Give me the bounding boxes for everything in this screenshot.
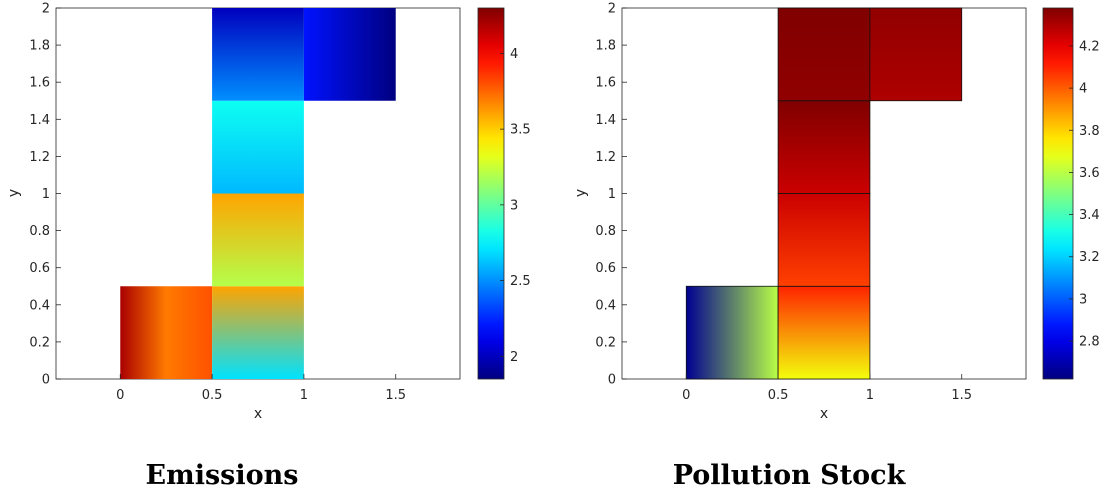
pollution-stock-colorbar-ticks: 2.8 3 3.2 3.4 3.6 3.8 4 4.2 [1069,39,1100,350]
pollution-stock-region [777,285,871,380]
pollution-stock-region [869,7,963,102]
pollution-stock-panel: 0 0.2 0.4 0.6 0.8 1 1.2 1.4 1.6 1.8 2 0 0.5 1 1.5 x y… [573,2,1100,492]
emissions-x-ticks: 0 0.5 1 1.5 [116,374,406,403]
emissions-regions [120,8,396,379]
emissions-x-tick-label: 0 [116,388,124,403]
pollution-stock-y-ticks: 0 0.2 0.4 0.6 0.8 1 1.2 1.4 1.6 1.8 2 [595,2,627,388]
pollution-stock-x-tick-label: 0 [682,388,690,403]
pollution-stock-colorbar-tick-label: 3.4 [1079,208,1100,223]
emissions-region [212,100,304,194]
pollution-stock-y-tick-label: 0.2 [595,335,616,350]
emissions-x-tick-label: 0.5 [202,388,223,403]
pollution-stock-colorbar-tick-label: 3 [1079,292,1087,307]
pollution-stock-colorbar-tick-label: 4.2 [1079,39,1100,54]
emissions-y-tick-label: 1.6 [29,76,50,91]
pollution-stock-colorbar-tick-label: 3.2 [1079,250,1100,265]
pollution-stock-region [777,7,871,102]
pollution-stock-colorbar-tick-label: 2.8 [1079,335,1100,350]
pollution-stock-colorbar-tick-label: 3.6 [1079,166,1100,181]
emissions-y-tick-label: 0.4 [29,298,50,313]
emissions-y-tick-label: 1.8 [29,39,50,54]
pollution-stock-x-tick-label: 1.5 [951,388,972,403]
pollution-stock-colorbar-tick-label: 4 [1079,82,1087,97]
pollution-stock-y-axis-label: y [573,189,589,197]
emissions-y-tick-label: 1.4 [29,113,50,128]
emissions-region [212,286,304,379]
pollution-stock-x-ticks: 0 0.5 1 1.5 [682,374,972,403]
emissions-region [212,193,304,287]
emissions-y-tick-label: 1.2 [29,150,50,165]
pollution-stock-x-tick-label: 1 [866,388,874,403]
emissions-colorbar [477,7,505,380]
pollution-stock-region [685,285,779,380]
emissions-colorbar-tick-label: 3.5 [510,123,531,138]
emissions-y-ticks: 0 0.2 0.4 0.6 0.8 1 1.2 1.4 1.6 1.8 2 [29,2,61,388]
emissions-y-tick-label: 0.6 [29,261,50,276]
emissions-x-axis-label: x [254,406,262,422]
pollution-stock-y-tick-label: 0.4 [595,298,616,313]
emissions-y-tick-label: 0.8 [29,224,50,239]
emissions-y-tick-label: 0 [42,373,50,388]
emissions-y-axis-label: y [6,189,22,197]
emissions-y-tick-label: 1 [42,187,50,202]
emissions-y-tick-label: 0.2 [29,335,50,350]
emissions-title: Emissions [146,460,299,491]
emissions-panel: 0 0.2 0.4 0.6 0.8 1 1.2 1.4 1.6 1.8 2 0 0.5 1 1.5 x y… [6,2,531,492]
pollution-stock-y-tick-label: 1.8 [595,39,616,54]
emissions-x-tick-label: 1.5 [385,388,406,403]
pollution-stock-colorbar [1042,7,1074,380]
pollution-stock-colorbar-tick-label: 3.8 [1079,124,1100,139]
pollution-stock-y-tick-label: 2 [608,2,616,17]
pollution-stock-y-tick-label: 1.4 [595,113,616,128]
pollution-stock-region [777,193,871,287]
pollution-stock-title: Pollution Stock [673,460,907,491]
pollution-stock-y-tick-label: 0 [608,373,616,388]
pollution-stock-regions [685,7,963,380]
emissions-y-tick-label: 2 [42,2,50,17]
emissions-region [303,8,396,101]
pollution-stock-y-tick-label: 0.8 [595,224,616,239]
emissions-colorbar-tick-label: 2.5 [510,274,531,289]
pollution-stock-x-axis-label: x [820,406,828,422]
emissions-colorbar-tick-label: 2 [510,350,518,365]
emissions-colorbar-ticks: 2 2.5 3 3.5 4 [500,47,531,365]
pollution-stock-y-tick-label: 0.6 [595,261,616,276]
emissions-colorbar-tick-label: 4 [510,47,518,62]
pollution-stock-y-tick-label: 1.2 [595,150,616,165]
pollution-stock-x-tick-label: 0.5 [768,388,789,403]
emissions-region [120,286,213,379]
pollution-stock-y-tick-label: 1 [608,187,616,202]
emissions-colorbar-tick-label: 3 [510,198,518,213]
emissions-x-tick-label: 1 [300,388,308,403]
pollution-stock-region [777,100,871,194]
pollution-stock-y-tick-label: 1.6 [595,76,616,91]
emissions-region [212,8,304,101]
